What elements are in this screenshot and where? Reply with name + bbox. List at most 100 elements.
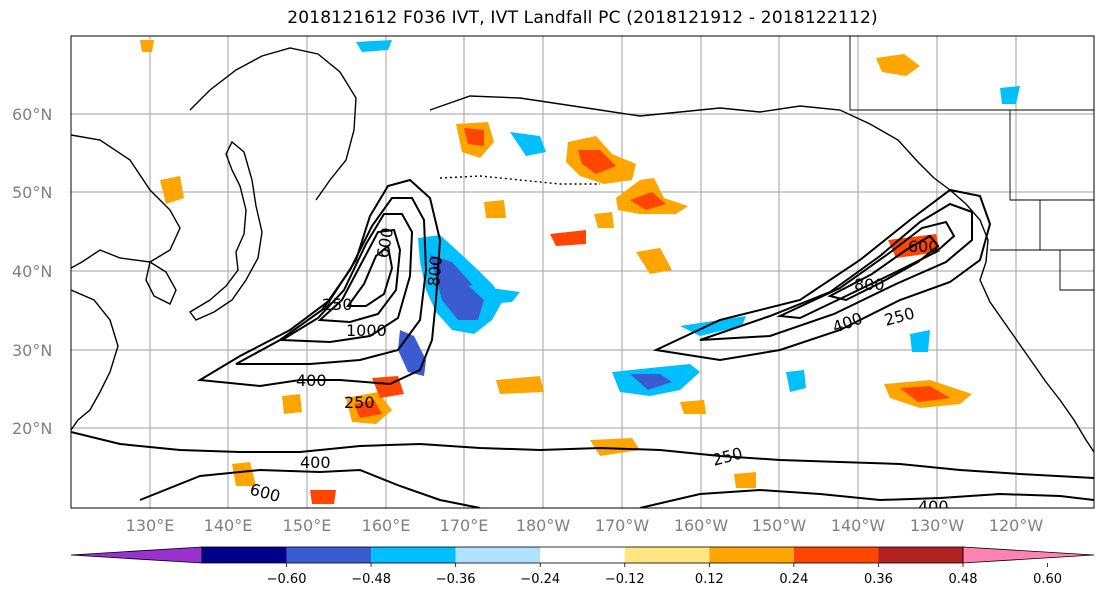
shade-negative: [510, 132, 546, 156]
latitude-label: 50°N: [12, 183, 52, 202]
coast-japan: [188, 140, 263, 321]
contour-label: 400: [300, 453, 331, 472]
shade-positive: [900, 386, 950, 402]
colorbar-bin: [540, 547, 625, 563]
shade-positive: [636, 248, 672, 274]
map-title: 2018121612 F036 IVT, IVT Landfall PC (20…: [287, 8, 878, 28]
contour-400-south: [139, 468, 481, 508]
colorbar-tick-label: 0.36: [864, 572, 893, 587]
colorbar-bin: [624, 547, 710, 563]
colorbar-tick-label: 0.12: [695, 572, 724, 587]
colorbar-extend-low: [70, 546, 203, 564]
latitude-labels: 60°N 50°N 40°N 30°N 20°N: [12, 105, 52, 438]
shade-positive: [232, 462, 256, 486]
shade-positive: [578, 150, 616, 174]
shade-positive: [496, 376, 544, 394]
contour-label: 250: [322, 295, 353, 314]
longitude-label: 170°W: [595, 516, 650, 535]
colorbar: −0.60 −0.48 −0.36 −0.24 −0.12 0.12 0.24 0.36 0.4…: [70, 546, 1095, 587]
colorbar-bin: [455, 547, 541, 563]
contour-label: 800: [854, 275, 885, 294]
shade-negative: [1000, 86, 1020, 104]
contour-250: [652, 188, 992, 362]
colorbar-bin: [202, 547, 287, 563]
shade-positive: [310, 490, 336, 504]
colorbar-frame: [201, 546, 964, 564]
colorbar-tick-label: −0.12: [605, 572, 645, 587]
contour-label: 250: [344, 393, 375, 412]
longitude-label: 170°E: [440, 516, 489, 535]
colorbar-tick-label: 0.48: [949, 572, 978, 587]
longitude-label: 160°E: [362, 516, 411, 535]
colorbar-tick-label: 0.24: [779, 572, 808, 587]
colorbar-bin: [709, 547, 794, 563]
colorbar-tick-label: −0.48: [351, 572, 391, 587]
shade-positive: [590, 438, 640, 456]
contour-label: 400: [296, 371, 327, 390]
colorbar-tick-label: 0.60: [1033, 572, 1062, 587]
longitude-label: 130°W: [910, 516, 965, 535]
map-frame: [70, 35, 1095, 509]
longitude-labels: 130°E 140°E 150°E 160°E 170°E 180°W 170°W 160°W…: [126, 516, 1044, 535]
longitude-label: 150°E: [283, 516, 332, 535]
gridlines: [71, 36, 1094, 508]
coast-aleutians: [439, 175, 600, 185]
shade-negative: [356, 40, 392, 52]
shade-negative: [430, 255, 484, 320]
border-us-states: [990, 249, 1094, 291]
shade-positive: [464, 128, 484, 146]
colorbar-bin: [878, 547, 963, 563]
latitude-label: 60°N: [12, 105, 52, 124]
contour-1000: [346, 244, 394, 307]
contour-250-south: [71, 431, 1094, 479]
shade-positive: [876, 54, 920, 76]
shade-negative: [786, 370, 806, 392]
coast-china: [71, 289, 119, 431]
contour-label: 800: [424, 255, 446, 287]
colorbar-bin: [793, 547, 879, 563]
ivt-contours: [71, 178, 1094, 508]
coast-alaska: [429, 95, 935, 179]
shade-negative: [468, 285, 520, 304]
coast-korea: [145, 260, 177, 305]
latitude-label: 20°N: [12, 419, 52, 438]
contour-600: [776, 220, 956, 320]
shade-positive: [680, 400, 706, 414]
shade-positive: [140, 40, 154, 52]
shade-positive: [354, 400, 382, 418]
longitude-label: 150°W: [752, 516, 807, 535]
colorbar-tick-label: −0.24: [520, 572, 560, 587]
coast-asia: [71, 134, 181, 269]
longitude-label: 180°W: [516, 516, 571, 535]
contour-label: 600: [908, 237, 939, 256]
shade-positive: [734, 472, 756, 488]
contour-800: [827, 234, 940, 302]
colorbar-tick-label: −0.36: [436, 572, 476, 587]
shade-positive: [594, 212, 614, 228]
border-ak-ca: [849, 36, 1094, 111]
border-ca-us: [1009, 110, 1094, 201]
contour-600: [278, 213, 414, 344]
longitude-label: 140°W: [831, 516, 886, 535]
contour-label: 1000: [346, 321, 387, 340]
shade-positive: [160, 176, 184, 204]
longitude-label: 140°E: [204, 516, 253, 535]
contour-400-south-east: [639, 488, 1094, 508]
contour-400: [235, 197, 428, 365]
contour-label: 400: [918, 497, 949, 516]
latitude-label: 40°N: [12, 262, 52, 281]
colorbar-bin: [371, 547, 456, 563]
shade-positive: [484, 200, 506, 218]
contour-800: [317, 228, 402, 324]
shade-positive: [282, 394, 302, 414]
shade-positive: [630, 192, 666, 210]
colorbar-bin: [286, 547, 372, 563]
latitude-label: 30°N: [12, 341, 52, 360]
longitude-label: 160°W: [674, 516, 729, 535]
colorbar-tick-label: −0.60: [267, 572, 307, 587]
longitude-label: 120°W: [989, 516, 1044, 535]
shade-positive: [550, 230, 586, 246]
colorbar-extend-high: [962, 546, 1095, 564]
longitude-label: 130°E: [126, 516, 175, 535]
